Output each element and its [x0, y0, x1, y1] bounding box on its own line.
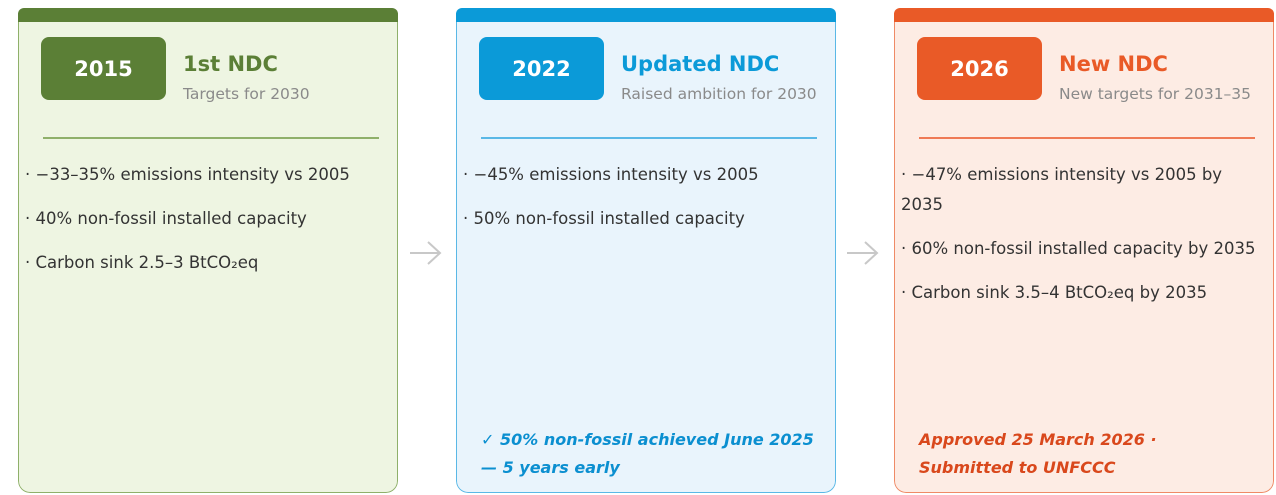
bullet: · −33–35% emissions intensity vs 2005 [25, 165, 350, 184]
card-body: 2026 New NDC New targets for 2031–35 · −47%… [894, 22, 1274, 493]
divider [481, 137, 817, 139]
card-note: Approved 25 March 2026 · Submitted to UN… [919, 430, 1157, 477]
card-note: ✓ 50% non-fossil achieved June 2025 — 5 … [481, 430, 814, 477]
card-body: 2022 Updated NDC Raised ambition for 2030 ·… [456, 22, 836, 493]
arrow [410, 241, 442, 265]
year-badge: 2015 [41, 37, 166, 100]
card: 2026 New NDC New targets for 2031–35 · −47%… [894, 8, 1274, 493]
bullet: · −47% emissions intensity vs 2005 by 20… [901, 165, 1223, 214]
bullet-list: · −45% emissions intensity vs 2005 · 50% … [463, 160, 821, 248]
year-badge: 2026 [917, 37, 1042, 100]
bullet: · Carbon sink 3.5–4 BtCO₂eq by 2035 [901, 283, 1208, 302]
divider [919, 137, 1255, 139]
card-title: Updated NDC [621, 52, 780, 76]
card-subtitle: Targets for 2030 [183, 85, 310, 103]
bullet: · 40% non-fossil installed capacity [25, 209, 307, 228]
divider [43, 137, 379, 139]
card-title: New NDC [1059, 52, 1168, 76]
card-body: 2015 1st NDC Targets for 2030 · −33–35% emi… [18, 22, 398, 493]
card: 2015 1st NDC Targets for 2030 · −33–35% emi… [18, 8, 398, 493]
bullet-list: · −47% emissions intensity vs 2005 by 20… [901, 160, 1259, 322]
arrow [847, 241, 879, 265]
card-top-bar [456, 8, 836, 22]
bullet: · −45% emissions intensity vs 2005 [463, 165, 759, 184]
card-subtitle: Raised ambition for 2030 [621, 85, 817, 103]
card-title: 1st NDC [183, 52, 278, 76]
bullet: · 60% non-fossil installed capacity by 2… [901, 239, 1256, 258]
bullet: · Carbon sink 2.5–3 BtCO₂eq [25, 253, 259, 272]
card-top-bar [18, 8, 398, 22]
year-badge: 2022 [479, 37, 604, 100]
bullet: · 50% non-fossil installed capacity [463, 209, 745, 228]
card-subtitle: New targets for 2031–35 [1059, 85, 1252, 103]
bullet-list: · −33–35% emissions intensity vs 2005 · 4… [25, 160, 383, 292]
card-top-bar [894, 8, 1274, 22]
card: 2022 Updated NDC Raised ambition for 2030 ·… [456, 8, 836, 493]
